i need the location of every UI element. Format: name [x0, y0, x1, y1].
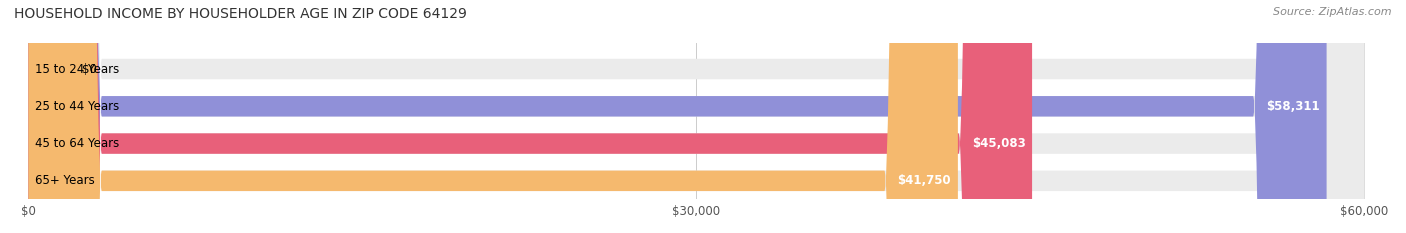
Text: $45,083: $45,083	[972, 137, 1025, 150]
Text: $58,311: $58,311	[1267, 100, 1320, 113]
Text: 25 to 44 Years: 25 to 44 Years	[35, 100, 120, 113]
Text: $0: $0	[82, 62, 97, 75]
FancyBboxPatch shape	[28, 0, 1032, 233]
Text: 65+ Years: 65+ Years	[35, 174, 94, 187]
FancyBboxPatch shape	[28, 0, 1364, 233]
FancyBboxPatch shape	[28, 0, 1364, 233]
Text: HOUSEHOLD INCOME BY HOUSEHOLDER AGE IN ZIP CODE 64129: HOUSEHOLD INCOME BY HOUSEHOLDER AGE IN Z…	[14, 7, 467, 21]
FancyBboxPatch shape	[28, 0, 957, 233]
Text: $41,750: $41,750	[897, 174, 952, 187]
Text: 45 to 64 Years: 45 to 64 Years	[35, 137, 120, 150]
FancyBboxPatch shape	[28, 0, 1364, 233]
Text: Source: ZipAtlas.com: Source: ZipAtlas.com	[1274, 7, 1392, 17]
FancyBboxPatch shape	[28, 0, 1364, 233]
FancyBboxPatch shape	[28, 0, 1327, 233]
Text: 15 to 24 Years: 15 to 24 Years	[35, 62, 120, 75]
